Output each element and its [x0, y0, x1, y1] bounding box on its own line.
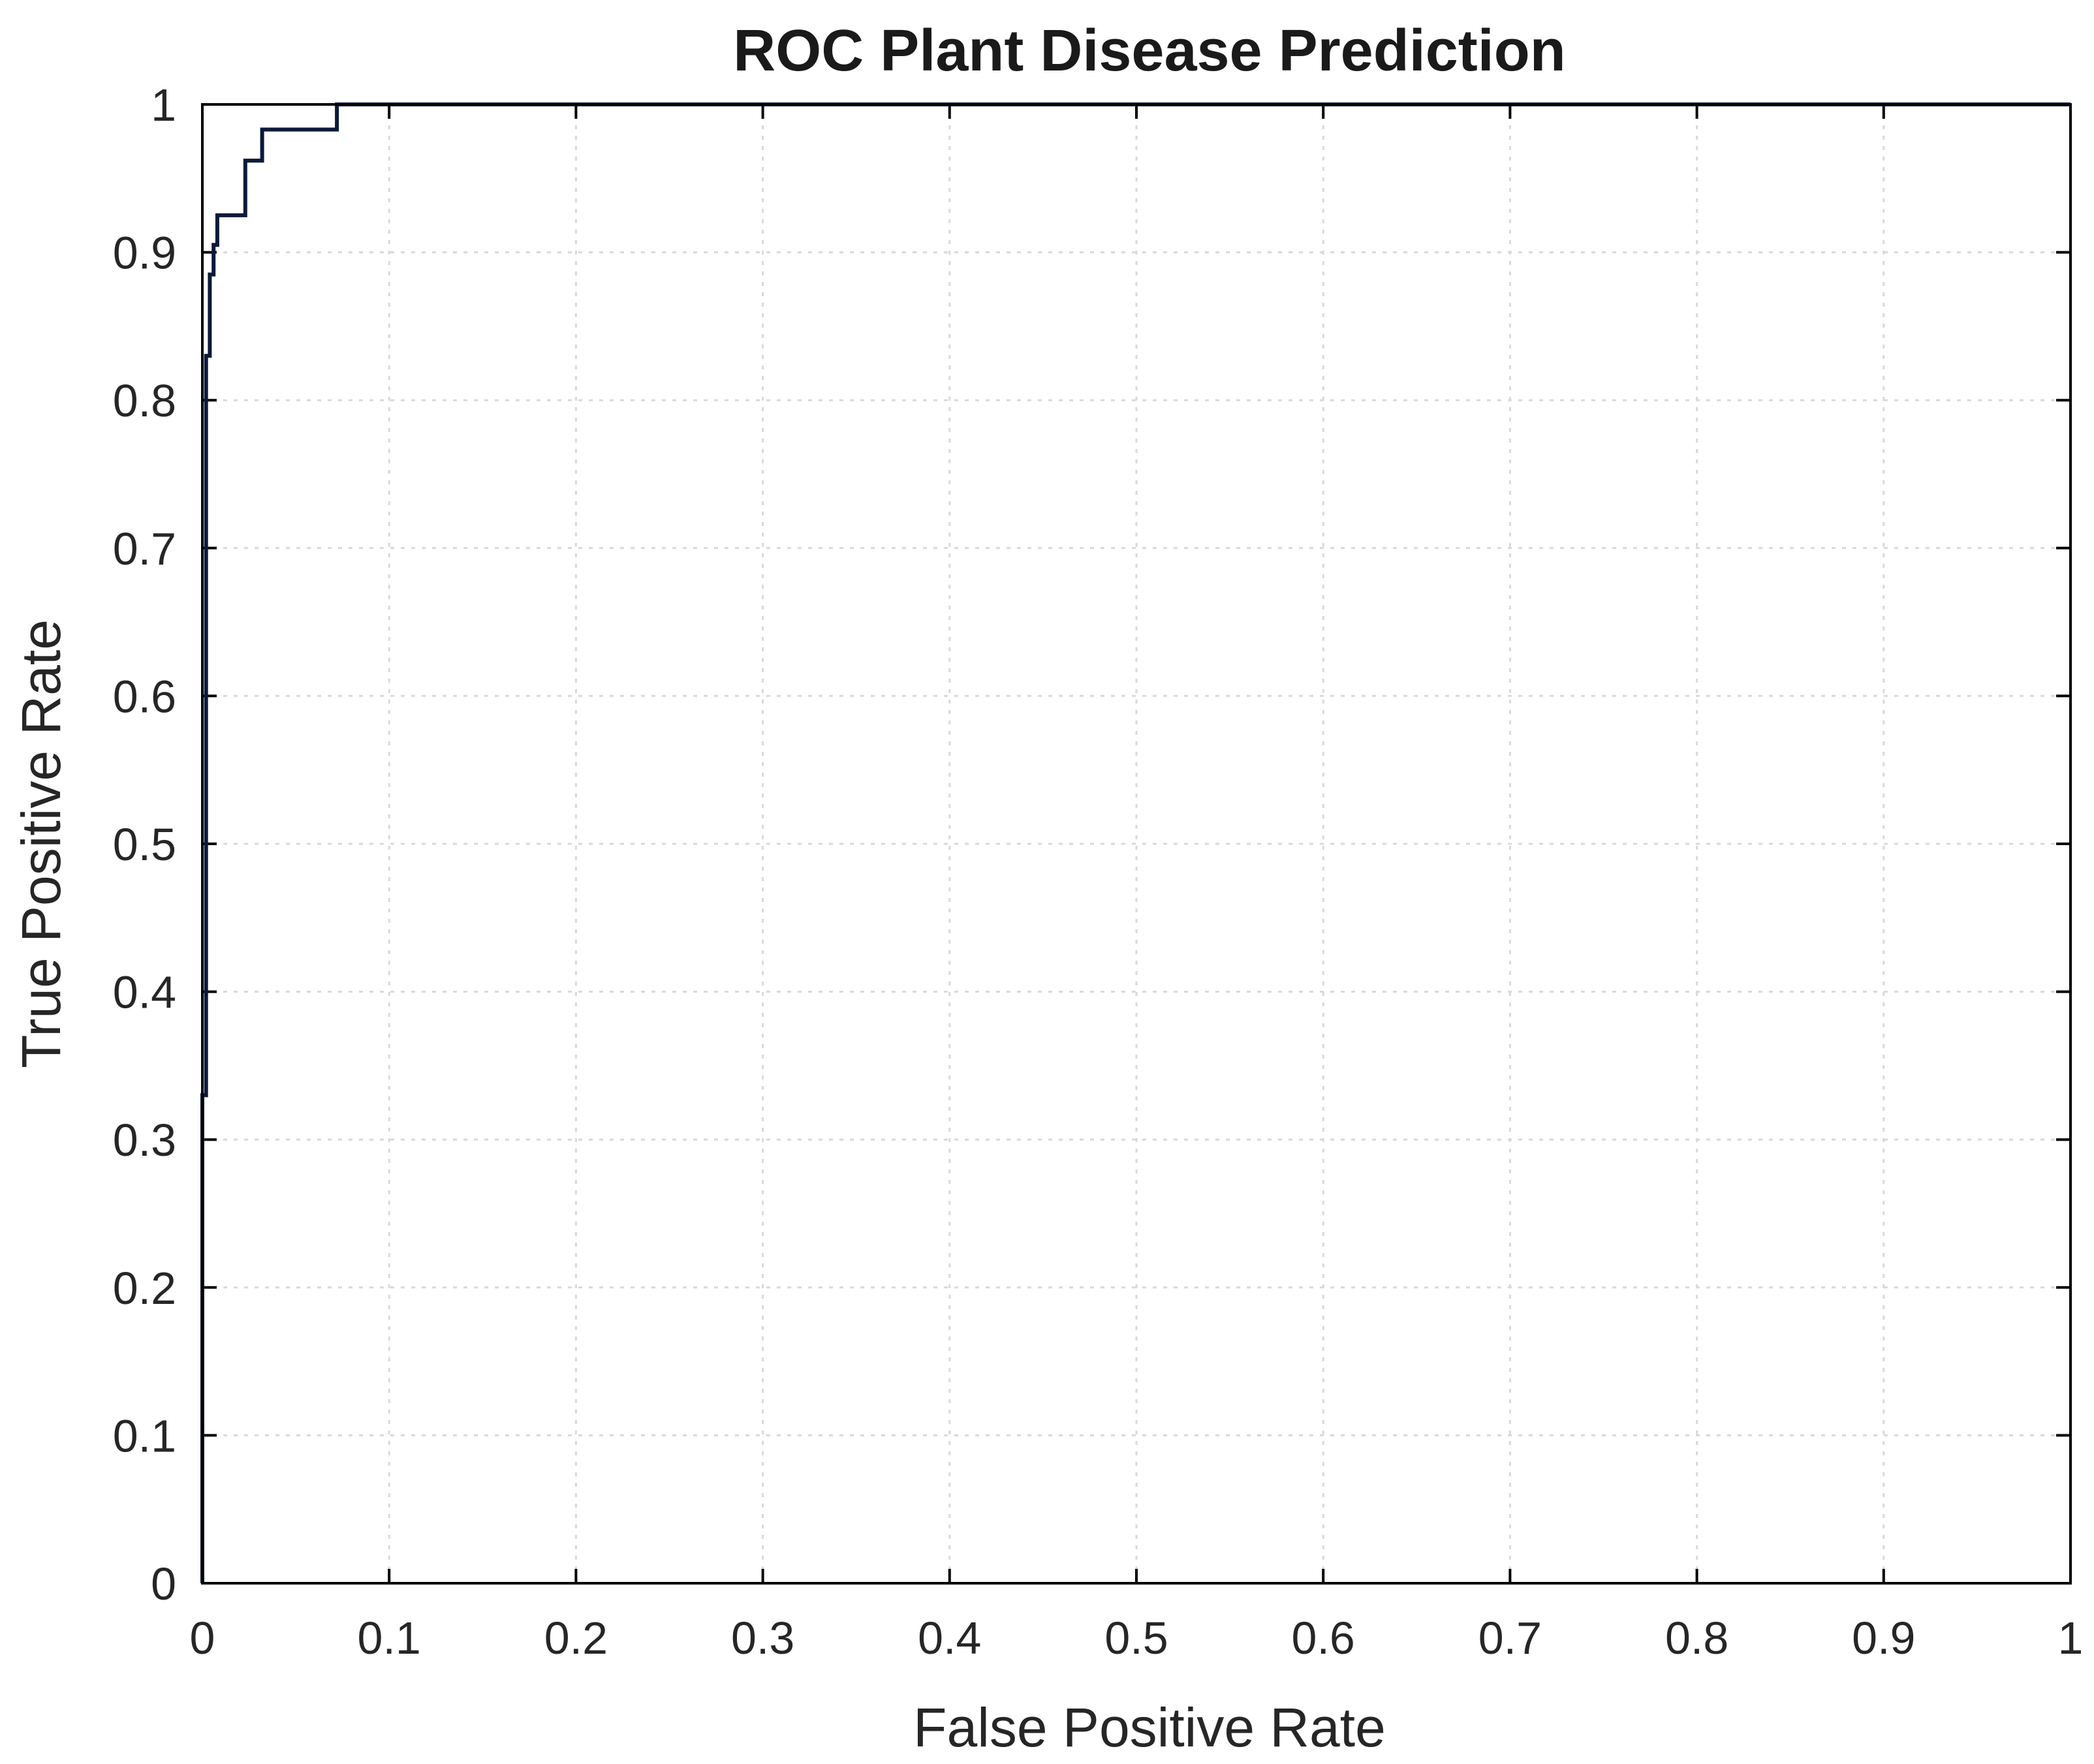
- y-tick-label: 0.2: [113, 1263, 176, 1314]
- roc-curve: [200, 102, 2071, 1583]
- grid-layer: [202, 104, 2071, 1583]
- y-tick-label: 0.6: [113, 671, 176, 722]
- x-tick-label: 0.9: [1852, 1613, 1915, 1663]
- y-axis-label: True Positive Rate: [10, 619, 72, 1068]
- y-tick-label: 0.4: [113, 967, 176, 1018]
- y-tick-label: 0.3: [113, 1115, 176, 1166]
- label-layer: 0 0.1 0.2 0.3 0.4 0.5 0.6 0.7 0.8 0.9 1 0 0.1 0.2 0.3 0…: [113, 80, 2084, 1663]
- y-tick-label: 0.8: [113, 375, 176, 426]
- y-tick-label: 0.7: [113, 523, 176, 574]
- x-tick-label: 0.6: [1292, 1613, 1355, 1663]
- x-tick-label: 0.4: [918, 1613, 981, 1663]
- axes-box: [201, 103, 2072, 1585]
- y-tick-label: 0: [151, 1558, 176, 1609]
- x-tick-label: 1: [2058, 1613, 2084, 1663]
- data-layer: [200, 102, 2071, 1583]
- x-tick-label: 0.1: [358, 1613, 421, 1663]
- x-tick-label: 0.7: [1478, 1613, 1542, 1663]
- y-tick-label: 0.1: [113, 1410, 176, 1461]
- chart-title: ROC Plant Disease Prediction: [733, 18, 1565, 84]
- x-tick-label: 0: [190, 1613, 215, 1663]
- y-tick-label: 1: [151, 80, 176, 131]
- y-tick-label: 0.9: [113, 228, 176, 279]
- x-tick-label: 0.3: [731, 1613, 794, 1663]
- y-tick-label: 0.5: [113, 819, 176, 870]
- x-tick-label: 0.2: [544, 1613, 608, 1663]
- x-tick-label: 0.5: [1104, 1613, 1168, 1663]
- x-tick-label: 0.8: [1665, 1613, 1728, 1663]
- x-axis-label: False Positive Rate: [913, 1697, 1386, 1758]
